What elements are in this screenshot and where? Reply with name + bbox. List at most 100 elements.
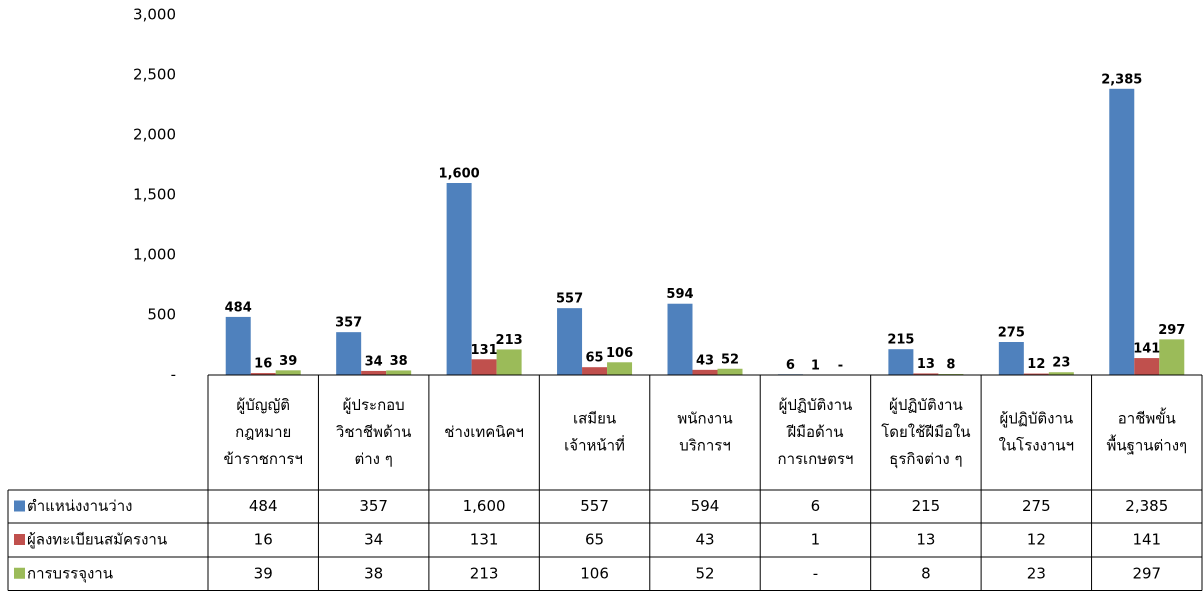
bar (1159, 339, 1185, 375)
legend-label: การบรรจุงาน (27, 564, 113, 583)
x-tick-label: ผู้ปฏิบัติงานในโรงงานฯ (999, 409, 1074, 454)
data-label: 141 (1133, 342, 1160, 357)
table-cell: 6 (811, 497, 821, 515)
data-label: 65 (586, 351, 604, 366)
bar (582, 367, 608, 375)
table-cell: 16 (254, 531, 273, 549)
data-label: 106 (606, 346, 633, 361)
data-label: 6 (786, 358, 795, 373)
bar (275, 370, 301, 375)
x-tick-label: ผู้ประกอบวิชาชีพด้านต่าง ๆ (335, 396, 411, 468)
x-tick-label: อาชีพขั้นพื้นฐานต่างๆ (1106, 407, 1187, 454)
data-label: 12 (1027, 357, 1045, 372)
bar (557, 308, 583, 375)
legend-swatch (14, 500, 25, 512)
data-label: 2,385 (1101, 72, 1142, 87)
table-cell: - (813, 564, 818, 582)
data-label: 13 (917, 357, 935, 372)
table-cell: 65 (585, 531, 604, 549)
table-cell: 34 (364, 531, 383, 549)
bar (1109, 88, 1135, 376)
table-cell: 2,385 (1125, 497, 1168, 515)
table-cell: 131 (470, 531, 499, 549)
table-cell: 141 (1132, 531, 1161, 549)
table-cell: 557 (580, 497, 609, 515)
table-cell: 8 (921, 564, 931, 582)
table-cell: 38 (364, 564, 383, 582)
table-cell: 43 (695, 531, 714, 549)
y-tick-label: 3,000 (133, 6, 176, 24)
x-tick-label: ผู้บัญญัติกฎหมายข้าราชการฯ (224, 396, 303, 468)
data-label: 23 (1052, 356, 1070, 371)
data-label: 594 (666, 287, 693, 302)
data-label: 213 (496, 333, 523, 348)
y-tick-label: 500 (147, 306, 176, 324)
bar (888, 349, 914, 375)
table-cell: 106 (580, 564, 609, 582)
data-label: 43 (696, 353, 714, 368)
data-label: 131 (471, 343, 498, 358)
x-tick-label: พนักงานบริการฯ (677, 409, 732, 454)
data-label: 52 (721, 352, 739, 367)
legend-swatch (14, 534, 25, 545)
bar (250, 373, 276, 375)
table-cell: 1 (811, 531, 821, 549)
bar (336, 332, 362, 375)
data-label: - (838, 359, 843, 374)
bar (667, 303, 693, 375)
bar (1048, 372, 1074, 375)
table-cell: 213 (470, 564, 499, 582)
data-label: 38 (390, 354, 408, 369)
x-tick-label: ผู้ปฏิบัติงานฝีมือด้านการเกษตรฯ (777, 396, 853, 468)
table-cell: 594 (691, 497, 720, 515)
data-label: 297 (1158, 323, 1185, 338)
bar (361, 370, 387, 375)
data-label: 215 (887, 333, 914, 348)
x-tick-label: ช่างเทคนิคฯ (444, 423, 524, 441)
bar (913, 373, 939, 375)
bar (471, 359, 497, 375)
bar (386, 370, 412, 375)
y-tick-label: 1,500 (133, 186, 176, 204)
data-label: 357 (335, 316, 362, 331)
y-tick-label: - (171, 366, 176, 384)
data-label: 275 (998, 326, 1025, 341)
legend-label: ผู้ลงทะเบียนสมัครงาน (27, 531, 167, 549)
table-cell: 215 (912, 497, 941, 515)
table-cell: 357 (359, 497, 388, 515)
table-cell: 13 (916, 531, 935, 549)
x-tick-label: เสมียนเจ้าหน้าที่ (564, 409, 625, 454)
table-cell: 52 (695, 564, 714, 582)
data-label: 8 (946, 358, 955, 373)
table-cell: 1,600 (463, 497, 506, 515)
bar (607, 362, 633, 375)
bar (998, 342, 1024, 375)
legend-label: ตำแหน่งงานว่าง (27, 497, 132, 515)
data-label: 1,600 (439, 167, 480, 182)
table-cell: 275 (1022, 497, 1051, 515)
data-label: 16 (254, 357, 272, 372)
bar (225, 316, 251, 375)
data-label: 1 (811, 358, 820, 373)
bar (496, 349, 522, 375)
bar (1023, 373, 1049, 375)
y-tick-label: 1,000 (133, 246, 176, 264)
data-label: 34 (365, 354, 383, 369)
bar (446, 183, 472, 375)
bar (1134, 358, 1160, 375)
y-tick-label: 2,000 (133, 126, 176, 144)
bar (692, 369, 718, 375)
table-cell: 484 (249, 497, 278, 515)
data-label: 557 (556, 292, 583, 307)
legend-swatch (14, 567, 25, 579)
table-cell: 39 (254, 564, 273, 582)
table-cell: 297 (1132, 564, 1161, 582)
data-label: 484 (225, 300, 252, 315)
data-label: 39 (279, 354, 297, 369)
table-cell: 23 (1027, 564, 1046, 582)
x-tick-label: ผู้ปฏิบัติงานโดยใช้ฝีมือในธุรกิจต่าง ๆ (881, 396, 970, 469)
table-cell: 12 (1027, 531, 1046, 549)
y-tick-label: 2,500 (133, 66, 176, 84)
bar (717, 368, 743, 375)
